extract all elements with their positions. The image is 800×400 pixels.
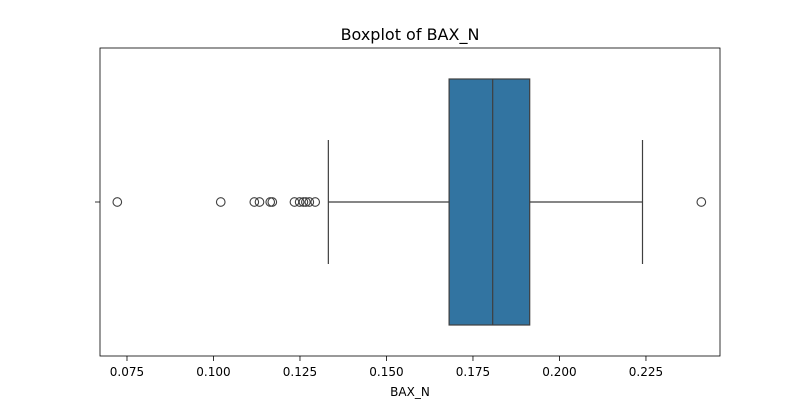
outlier-point bbox=[304, 197, 315, 207]
x-tick-label: 0.075 bbox=[110, 365, 144, 379]
x-axis-label: BAX_N bbox=[390, 385, 430, 399]
iqr-box bbox=[448, 78, 531, 326]
x-tick-label: 0.100 bbox=[196, 365, 230, 379]
outlier-point bbox=[294, 197, 305, 207]
x-axis: 0.075 0.100 0.125 0.150 0.175 0.200 0.225 bbox=[110, 356, 663, 379]
outlier-point bbox=[301, 197, 311, 207]
outlier-point bbox=[215, 197, 226, 207]
outlier-point bbox=[298, 197, 309, 207]
x-tick-label: 0.125 bbox=[283, 365, 317, 379]
outlier-point bbox=[310, 197, 321, 207]
x-tick-label: 0.150 bbox=[369, 365, 403, 379]
outlier-point bbox=[254, 197, 265, 207]
chart-title: Boxplot of BAX_N bbox=[341, 25, 480, 45]
outlier-point bbox=[112, 197, 123, 207]
x-tick-label: 0.200 bbox=[542, 365, 576, 379]
outlier-point bbox=[696, 197, 707, 207]
outlier-point bbox=[249, 197, 260, 207]
plot-area bbox=[95, 47, 721, 357]
x-tick-label: 0.225 bbox=[629, 365, 663, 379]
x-tick-label: 0.175 bbox=[456, 365, 490, 379]
outlier-point bbox=[267, 197, 278, 207]
outlier-point bbox=[265, 197, 276, 207]
outlier-point bbox=[289, 197, 300, 207]
